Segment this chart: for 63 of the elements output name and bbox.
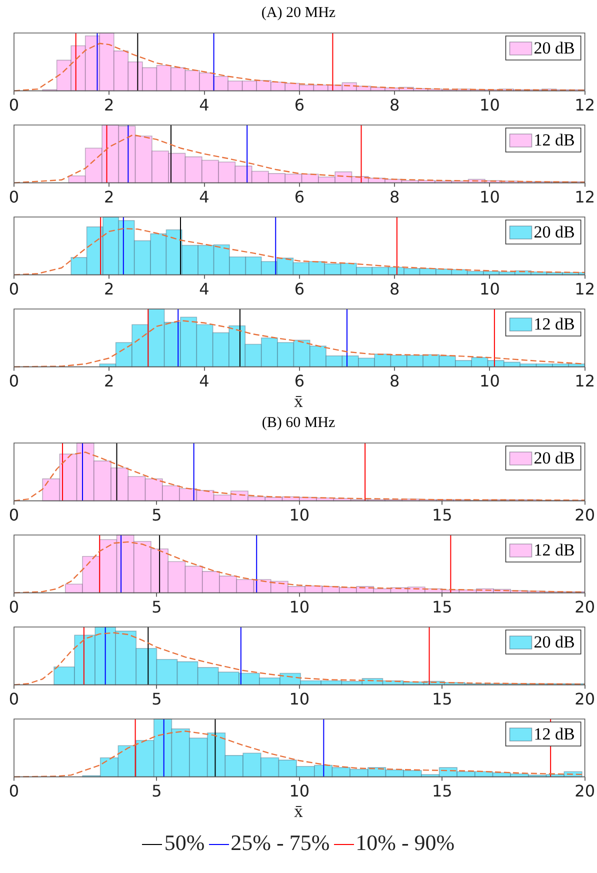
x-tick-label: 10 (480, 372, 500, 391)
x-tick-label: 12 (574, 372, 595, 391)
x-tick-label: 0 (8, 372, 20, 391)
x-tick-label: 12 (574, 280, 595, 299)
x-tick-label: 12 (574, 188, 595, 207)
x-tick-label: 10 (480, 188, 500, 207)
x-tick-label: 8 (389, 372, 400, 391)
x-tick-label: 15 (432, 506, 452, 525)
legend-label: 20 dB (534, 38, 575, 58)
x-tick-label: 5 (152, 690, 162, 709)
x-tick-label: 5 (152, 506, 162, 525)
x-tick-label: 10 (289, 782, 310, 801)
x-tick-label: 5 (152, 782, 162, 801)
x-tick-label: 8 (389, 280, 400, 299)
x-tick-label: 6 (294, 96, 305, 115)
x-tick-label: 12 (574, 96, 595, 115)
x-tick-label: 20 (574, 690, 595, 709)
x-tick-label: 0 (8, 506, 20, 525)
x-tick-label: 0 (8, 96, 20, 115)
x-tick-label: 8 (389, 188, 400, 207)
x-tick-label: 0 (8, 690, 20, 709)
text: 10% - 90% (356, 830, 455, 855)
legend-label: 12 dB (534, 540, 575, 560)
x-tick-label: 0 (8, 188, 20, 207)
x-tick-label: 2 (104, 96, 114, 115)
x-tick-label: 4 (199, 96, 210, 115)
legend-label: 20 dB (534, 222, 575, 242)
x-tick-label: 0 (8, 598, 20, 617)
x-tick-label: 6 (294, 372, 305, 391)
x-axis-title: x̄ (293, 801, 304, 821)
x-tick-label: 5 (152, 598, 162, 617)
x-tick-label: 15 (432, 598, 452, 617)
x-tick-label: 6 (294, 188, 305, 207)
x-tick-label: 0 (8, 280, 20, 299)
x-tick-label: 4 (199, 280, 210, 299)
x-tick-label: 20 (574, 598, 595, 617)
chart-title: (A) 20 MHz (260, 4, 337, 23)
x-tick-label: 10 (289, 506, 310, 525)
x-tick-label: 0 (8, 782, 20, 801)
x-tick-label: 10 (480, 96, 500, 115)
x-tick-label: 8 (389, 96, 400, 115)
x-tick-label: 6 (294, 280, 305, 299)
legend-label: 12 dB (534, 130, 575, 150)
x-tick-label: 20 (574, 506, 595, 525)
legend-label: 12 dB (534, 724, 575, 744)
x-tick-label: 20 (574, 782, 595, 801)
text: 25% - 75% (230, 830, 330, 855)
x-tick-label: 2 (104, 372, 114, 391)
x-tick-label: 15 (432, 690, 452, 709)
legend-label: 12 dB (534, 314, 575, 334)
x-tick-label: 10 (289, 690, 310, 709)
legend-label: 20 dB (534, 448, 575, 468)
x-tick-label: 15 (432, 782, 452, 801)
x-tick-label: 10 (480, 280, 500, 299)
x-tick-label: 2 (104, 280, 114, 299)
x-tick-label: 10 (289, 598, 310, 617)
x-tick-label: 2 (104, 188, 114, 207)
chart-title: (B) 60 MHz (260, 414, 336, 433)
x-axis-title: x̄ (293, 391, 304, 411)
legend-label: 20 dB (534, 632, 575, 652)
x-tick-label: 4 (199, 188, 210, 207)
x-tick-label: 4 (199, 372, 210, 391)
text: 50% (164, 830, 205, 855)
